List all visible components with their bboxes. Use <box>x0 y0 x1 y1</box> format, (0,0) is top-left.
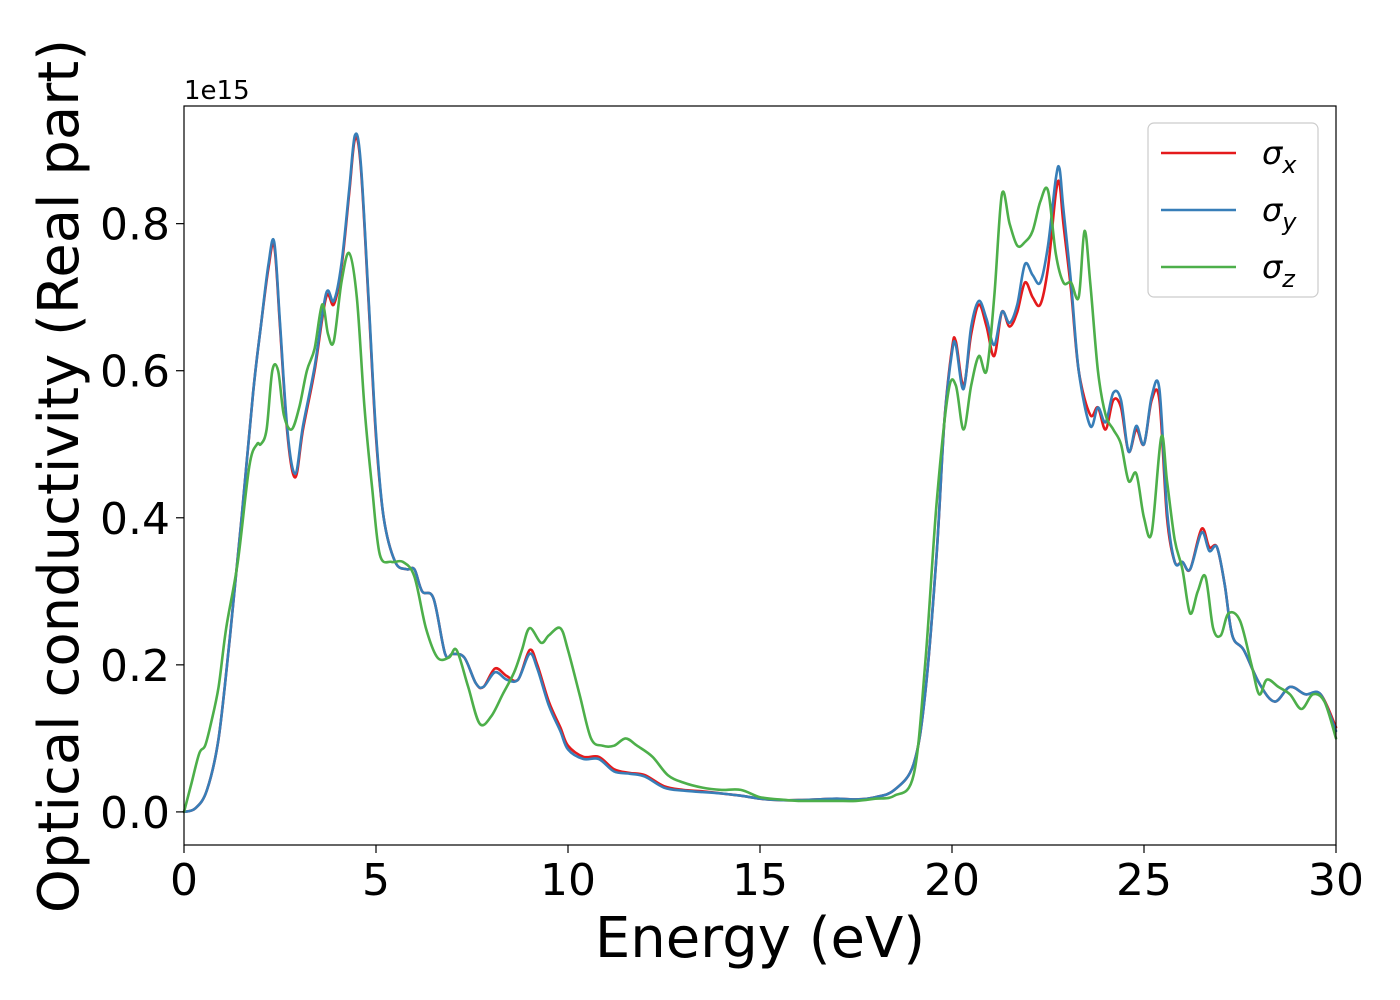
series-layer <box>182 132 1338 814</box>
x-tick-label: 10 <box>540 855 596 906</box>
y-axis-label: Optical conductivity (Real part) <box>27 39 92 913</box>
y-tick-label: 0.0 <box>100 788 170 839</box>
x-axis-label: Energy (eV) <box>595 906 925 971</box>
y-axis-ticks: 0.0 0.2 0.4 0.6 0.8 <box>100 200 184 839</box>
legend-label-y: σy <box>1262 191 1297 236</box>
y-tick-label: 0.8 <box>100 200 170 251</box>
series-line-z <box>182 186 1338 814</box>
x-tick-label: 15 <box>732 855 788 906</box>
x-tick-label: 30 <box>1308 855 1364 906</box>
x-tick-label: 5 <box>362 855 390 906</box>
x-tick-label: 0 <box>170 855 198 906</box>
x-tick-label: 20 <box>924 855 980 906</box>
x-axis-ticks: 0 5 10 15 20 25 30 <box>170 845 1364 906</box>
y-tick-label: 0.4 <box>100 494 170 545</box>
legend-label-x: σx <box>1262 134 1297 179</box>
y-tick-label: 0.6 <box>100 347 170 398</box>
y-offset-label: 1e15 <box>184 76 250 106</box>
x-tick-label: 25 <box>1116 855 1172 906</box>
y-tick-label: 0.2 <box>100 641 170 692</box>
